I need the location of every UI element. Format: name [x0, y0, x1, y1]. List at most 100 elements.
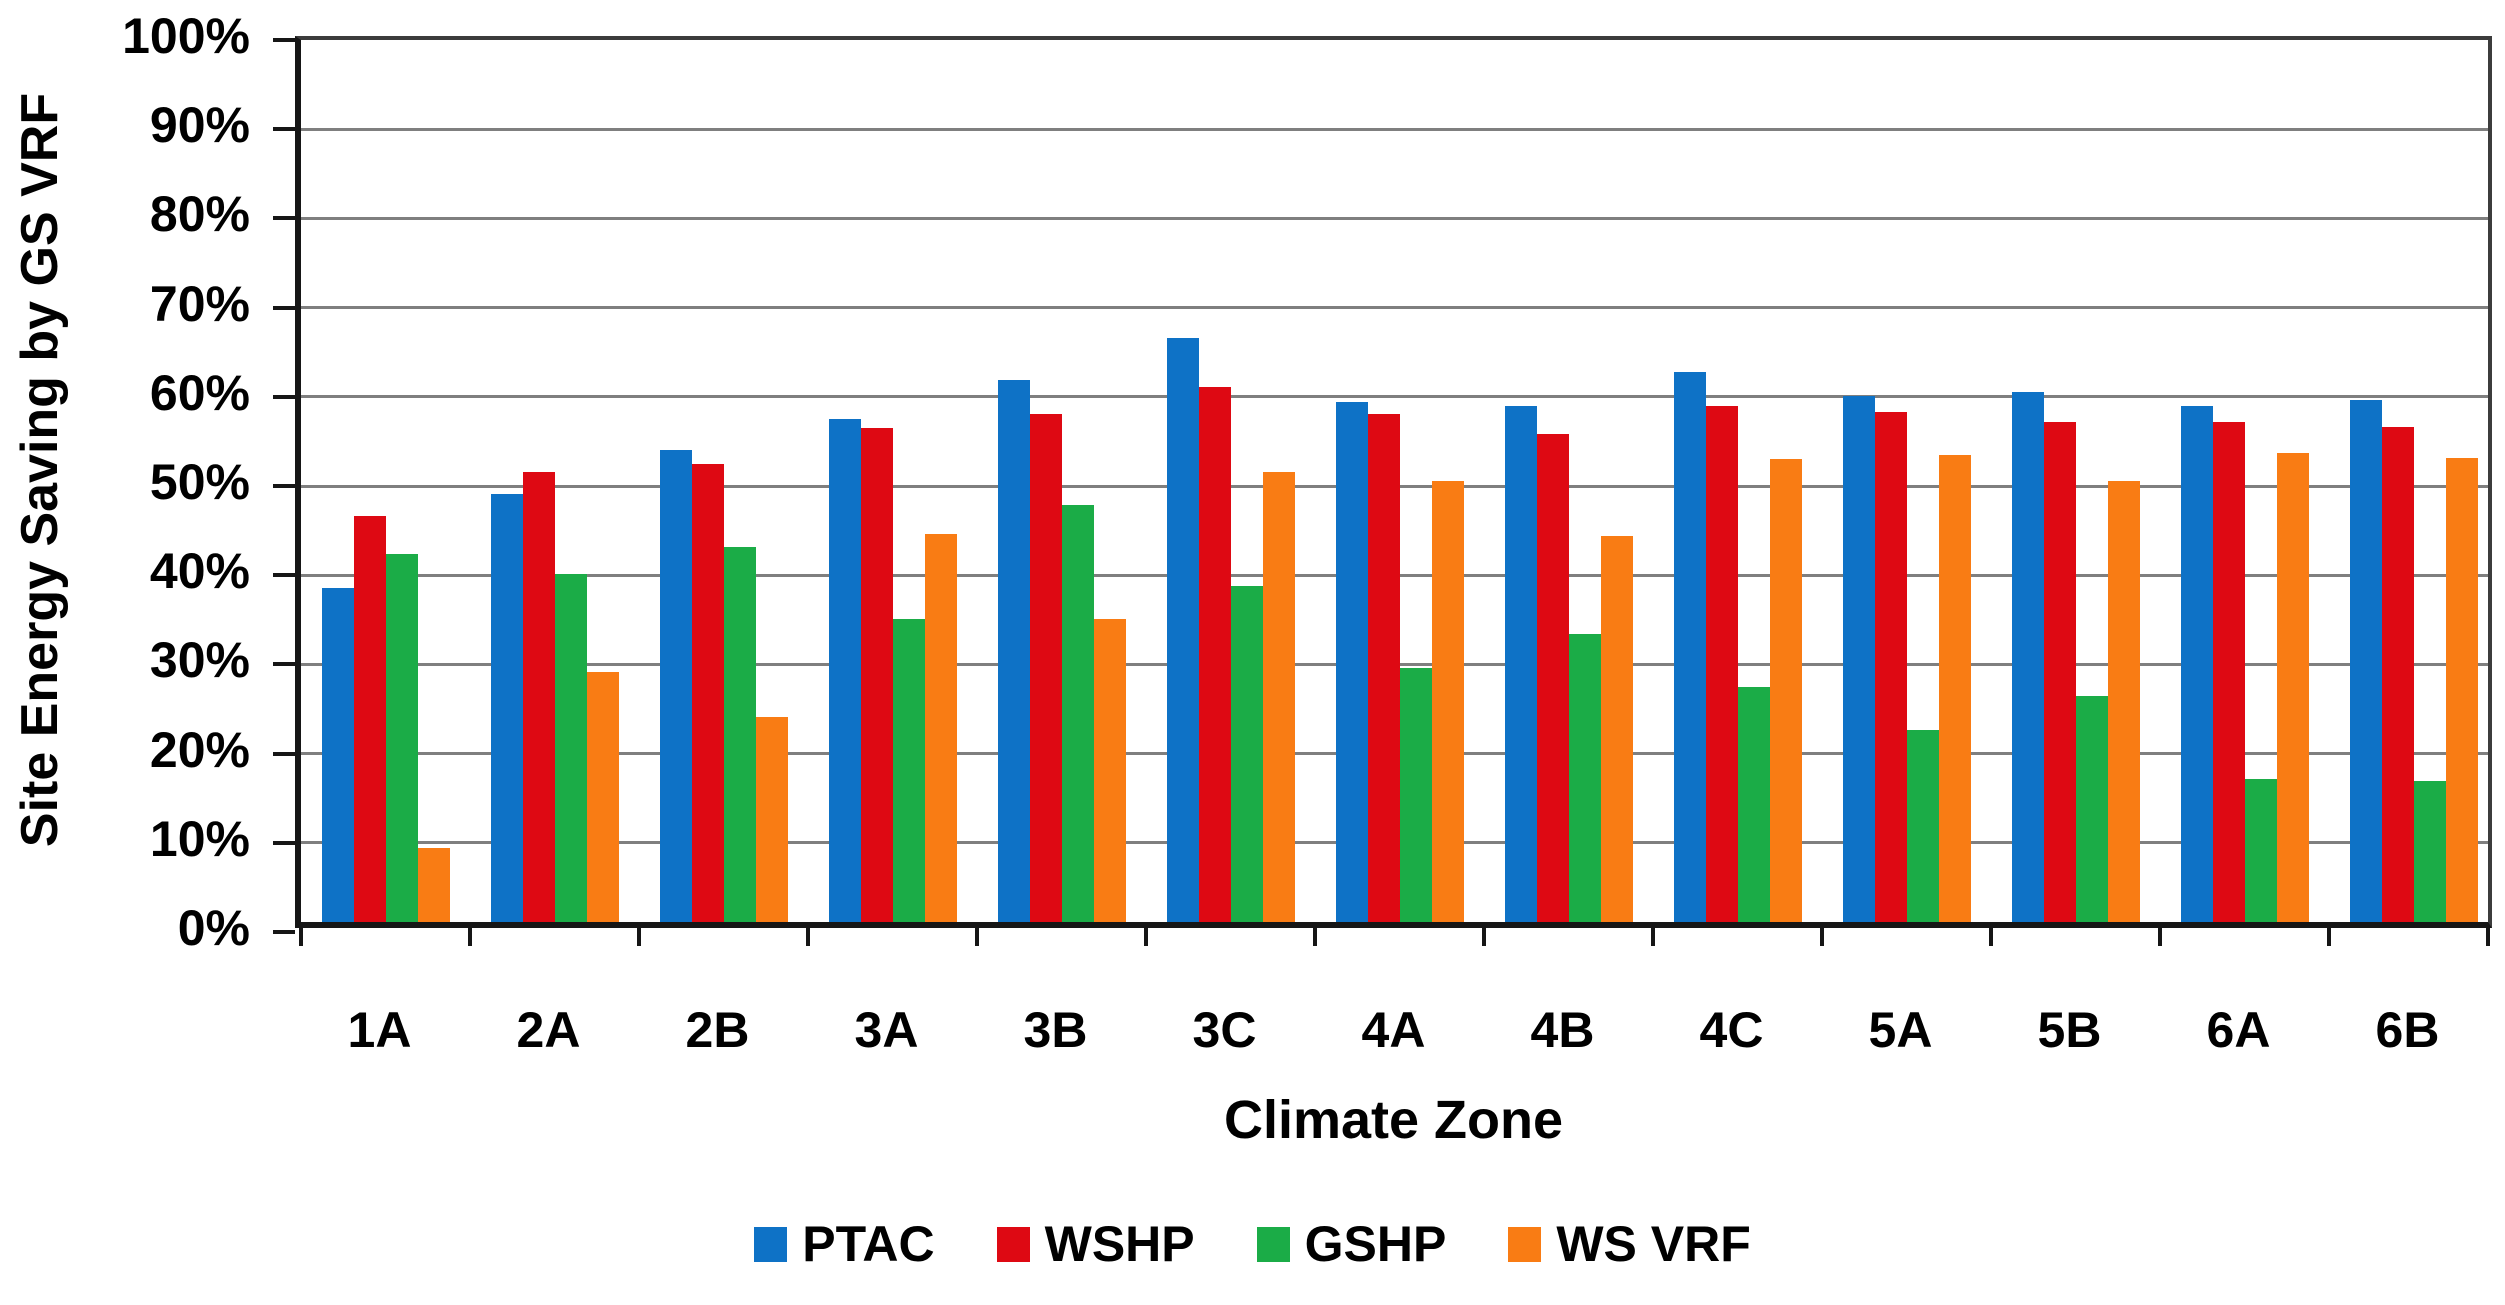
bar-WSHP-2B [691, 464, 724, 922]
x-category-label-3A: 3A [854, 1002, 919, 1058]
x-category-label-4C: 4C [1699, 1002, 1764, 1058]
bar-WSVRF-2A [586, 672, 619, 922]
x-category-label-2B: 2B [685, 1002, 750, 1058]
bar-WSHP-4C [1705, 405, 1738, 922]
x-category-label-6B: 6B [2375, 1002, 2440, 1058]
bar-WSHP-4B [1536, 434, 1569, 922]
bar-PTAC-5B [2011, 392, 2044, 922]
bar-WSVRF-3A [924, 533, 957, 922]
y-tick-label: 70% [149, 275, 250, 332]
x-category-label-6A: 6A [2206, 1002, 2271, 1058]
x-axis-tick [806, 926, 810, 946]
bar-PTAC-3C [1166, 337, 1199, 922]
legend: PTAC WSHP GSHP WS VRF [0, 1216, 2505, 1272]
bar-WSHP-1A [353, 516, 386, 922]
y-tick-label: 90% [149, 97, 250, 154]
legend-item-WSHP: WSHP [996, 1216, 1195, 1272]
gridline [301, 395, 2488, 399]
y-tick-label: 50% [149, 454, 250, 510]
bar-PTAC-1A [321, 587, 354, 922]
y-tick-label: 0% [177, 900, 250, 956]
gridline [301, 127, 2488, 131]
y-axis-tick [273, 751, 295, 756]
x-category-label-2A: 2A [516, 1002, 581, 1058]
x-axis-tick [468, 926, 472, 946]
bar-WSVRF-6A [2276, 452, 2309, 922]
bar-GSHP-4B [1568, 633, 1601, 922]
x-axis-tick [1989, 926, 1993, 946]
y-axis-tick [273, 573, 295, 578]
x-category-label-3C: 3C [1192, 1002, 1257, 1058]
legend-swatch [1256, 1226, 1290, 1262]
x-axis-tick [2158, 926, 2162, 946]
bar-WSHP-4A [1367, 413, 1400, 922]
y-tick-label: 40% [149, 543, 250, 600]
y-tick-label: 60% [149, 364, 250, 421]
x-axis-tick [2486, 926, 2490, 946]
y-tick-label: 20% [149, 721, 250, 778]
bar-WSVRF-4A [1431, 481, 1464, 922]
bar-PTAC-3A [828, 418, 861, 922]
bar-WSHP-6B [2381, 426, 2414, 922]
bar-GSHP-2A [554, 574, 587, 922]
legend-swatch [1508, 1226, 1542, 1262]
gridline [301, 216, 2488, 220]
bar-WSHP-5B [2043, 421, 2076, 922]
bar-PTAC-3B [997, 379, 1030, 922]
x-category-label-5A: 5A [1868, 1002, 1933, 1058]
bar-GSHP-3B [1061, 504, 1094, 922]
bar-WSHP-3C [1198, 386, 1231, 922]
bar-PTAC-4C [1673, 371, 1706, 922]
y-axis-tick [273, 394, 295, 399]
bar-WSVRF-5B [2107, 481, 2140, 922]
x-axis-tick [975, 926, 979, 946]
gridline [301, 306, 2488, 310]
bar-WSHP-2A [522, 472, 555, 922]
x-axis-tick [1313, 926, 1317, 946]
y-axis-tick [273, 38, 295, 42]
bar-WSHP-6A [2212, 421, 2245, 922]
bar-WSVRF-3C [1262, 472, 1295, 922]
bar-WSVRF-5A [1938, 455, 1971, 922]
x-category-label-3B: 3B [1023, 1002, 1088, 1058]
bar-PTAC-6A [2180, 405, 2213, 922]
x-axis-tick [637, 926, 641, 946]
x-category-label-5B: 5B [2037, 1002, 2102, 1058]
legend-swatch [996, 1226, 1030, 1262]
x-axis-tick [1482, 926, 1486, 946]
bar-WSHP-5A [1874, 411, 1907, 922]
bar-WSHP-3B [1029, 413, 1062, 922]
bar-PTAC-6B [2349, 400, 2382, 922]
x-axis-tick [2327, 926, 2331, 946]
legend-label: WS VRF [1556, 1216, 1751, 1272]
bar-GSHP-6B [2413, 781, 2446, 922]
x-category-label-4A: 4A [1361, 1002, 1426, 1058]
bar-WSVRF-3B [1093, 618, 1126, 922]
bar-GSHP-2B [723, 547, 756, 922]
bar-GSHP-6A [2244, 779, 2277, 922]
bar-PTAC-4A [1335, 401, 1368, 922]
x-category-label-4B: 4B [1530, 1002, 1595, 1058]
y-axis-tick [273, 305, 295, 310]
bar-PTAC-5A [1842, 395, 1875, 922]
y-axis-tick [273, 216, 295, 221]
x-axis-tick [299, 926, 303, 946]
bar-GSHP-4A [1399, 667, 1432, 922]
y-axis-tick [273, 127, 295, 132]
legend-item-WSVRF: WS VRF [1508, 1216, 1751, 1272]
bar-GSHP-3A [892, 618, 925, 922]
bar-WSVRF-6B [2445, 458, 2478, 922]
legend-item-GSHP: GSHP [1256, 1216, 1447, 1272]
bar-GSHP-4C [1737, 686, 1770, 922]
bar-WSVRF-4B [1600, 535, 1633, 922]
y-tick-label: 100% [122, 8, 250, 64]
legend-swatch [754, 1226, 788, 1262]
bar-GSHP-5B [2075, 696, 2108, 922]
bar-PTAC-2B [659, 450, 692, 922]
legend-label: GSHP [1304, 1216, 1447, 1272]
bar-WSVRF-4C [1769, 459, 1802, 922]
y-axis-tick [273, 662, 295, 667]
bar-PTAC-4B [1504, 405, 1537, 922]
x-category-label-1A: 1A [347, 1002, 412, 1058]
